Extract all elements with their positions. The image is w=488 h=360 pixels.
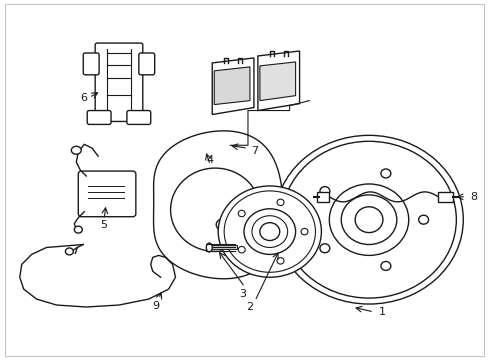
FancyBboxPatch shape — [127, 111, 150, 125]
Ellipse shape — [418, 215, 427, 224]
Bar — [317, 192, 328, 202]
Ellipse shape — [259, 223, 279, 240]
Ellipse shape — [380, 169, 390, 178]
Polygon shape — [153, 131, 282, 279]
Ellipse shape — [319, 244, 329, 253]
Text: 5: 5 — [101, 220, 107, 230]
Bar — [438, 192, 452, 202]
Ellipse shape — [218, 186, 321, 277]
Polygon shape — [257, 51, 299, 111]
Ellipse shape — [274, 135, 462, 304]
Ellipse shape — [238, 210, 244, 217]
Ellipse shape — [238, 247, 244, 253]
FancyBboxPatch shape — [78, 171, 136, 217]
Ellipse shape — [380, 261, 390, 270]
Polygon shape — [214, 67, 249, 105]
Ellipse shape — [277, 199, 284, 206]
FancyBboxPatch shape — [83, 53, 99, 75]
Ellipse shape — [216, 219, 228, 230]
Ellipse shape — [74, 226, 82, 233]
Text: 6: 6 — [80, 93, 86, 103]
Text: 2: 2 — [246, 302, 253, 312]
FancyBboxPatch shape — [87, 111, 111, 125]
FancyBboxPatch shape — [139, 53, 154, 75]
Polygon shape — [212, 58, 253, 114]
Ellipse shape — [319, 186, 329, 195]
Text: 3: 3 — [239, 289, 246, 299]
Text: 8: 8 — [469, 192, 476, 202]
Ellipse shape — [65, 248, 73, 255]
Ellipse shape — [301, 228, 307, 235]
Ellipse shape — [170, 168, 259, 251]
Ellipse shape — [244, 209, 295, 255]
Polygon shape — [259, 62, 295, 100]
Text: 9: 9 — [152, 301, 159, 311]
Text: 1: 1 — [378, 307, 385, 317]
Text: 7: 7 — [251, 146, 258, 156]
FancyBboxPatch shape — [95, 43, 142, 121]
Ellipse shape — [354, 207, 382, 233]
Text: 4: 4 — [206, 155, 213, 165]
Ellipse shape — [71, 146, 81, 154]
Ellipse shape — [206, 243, 212, 252]
Ellipse shape — [277, 258, 284, 264]
